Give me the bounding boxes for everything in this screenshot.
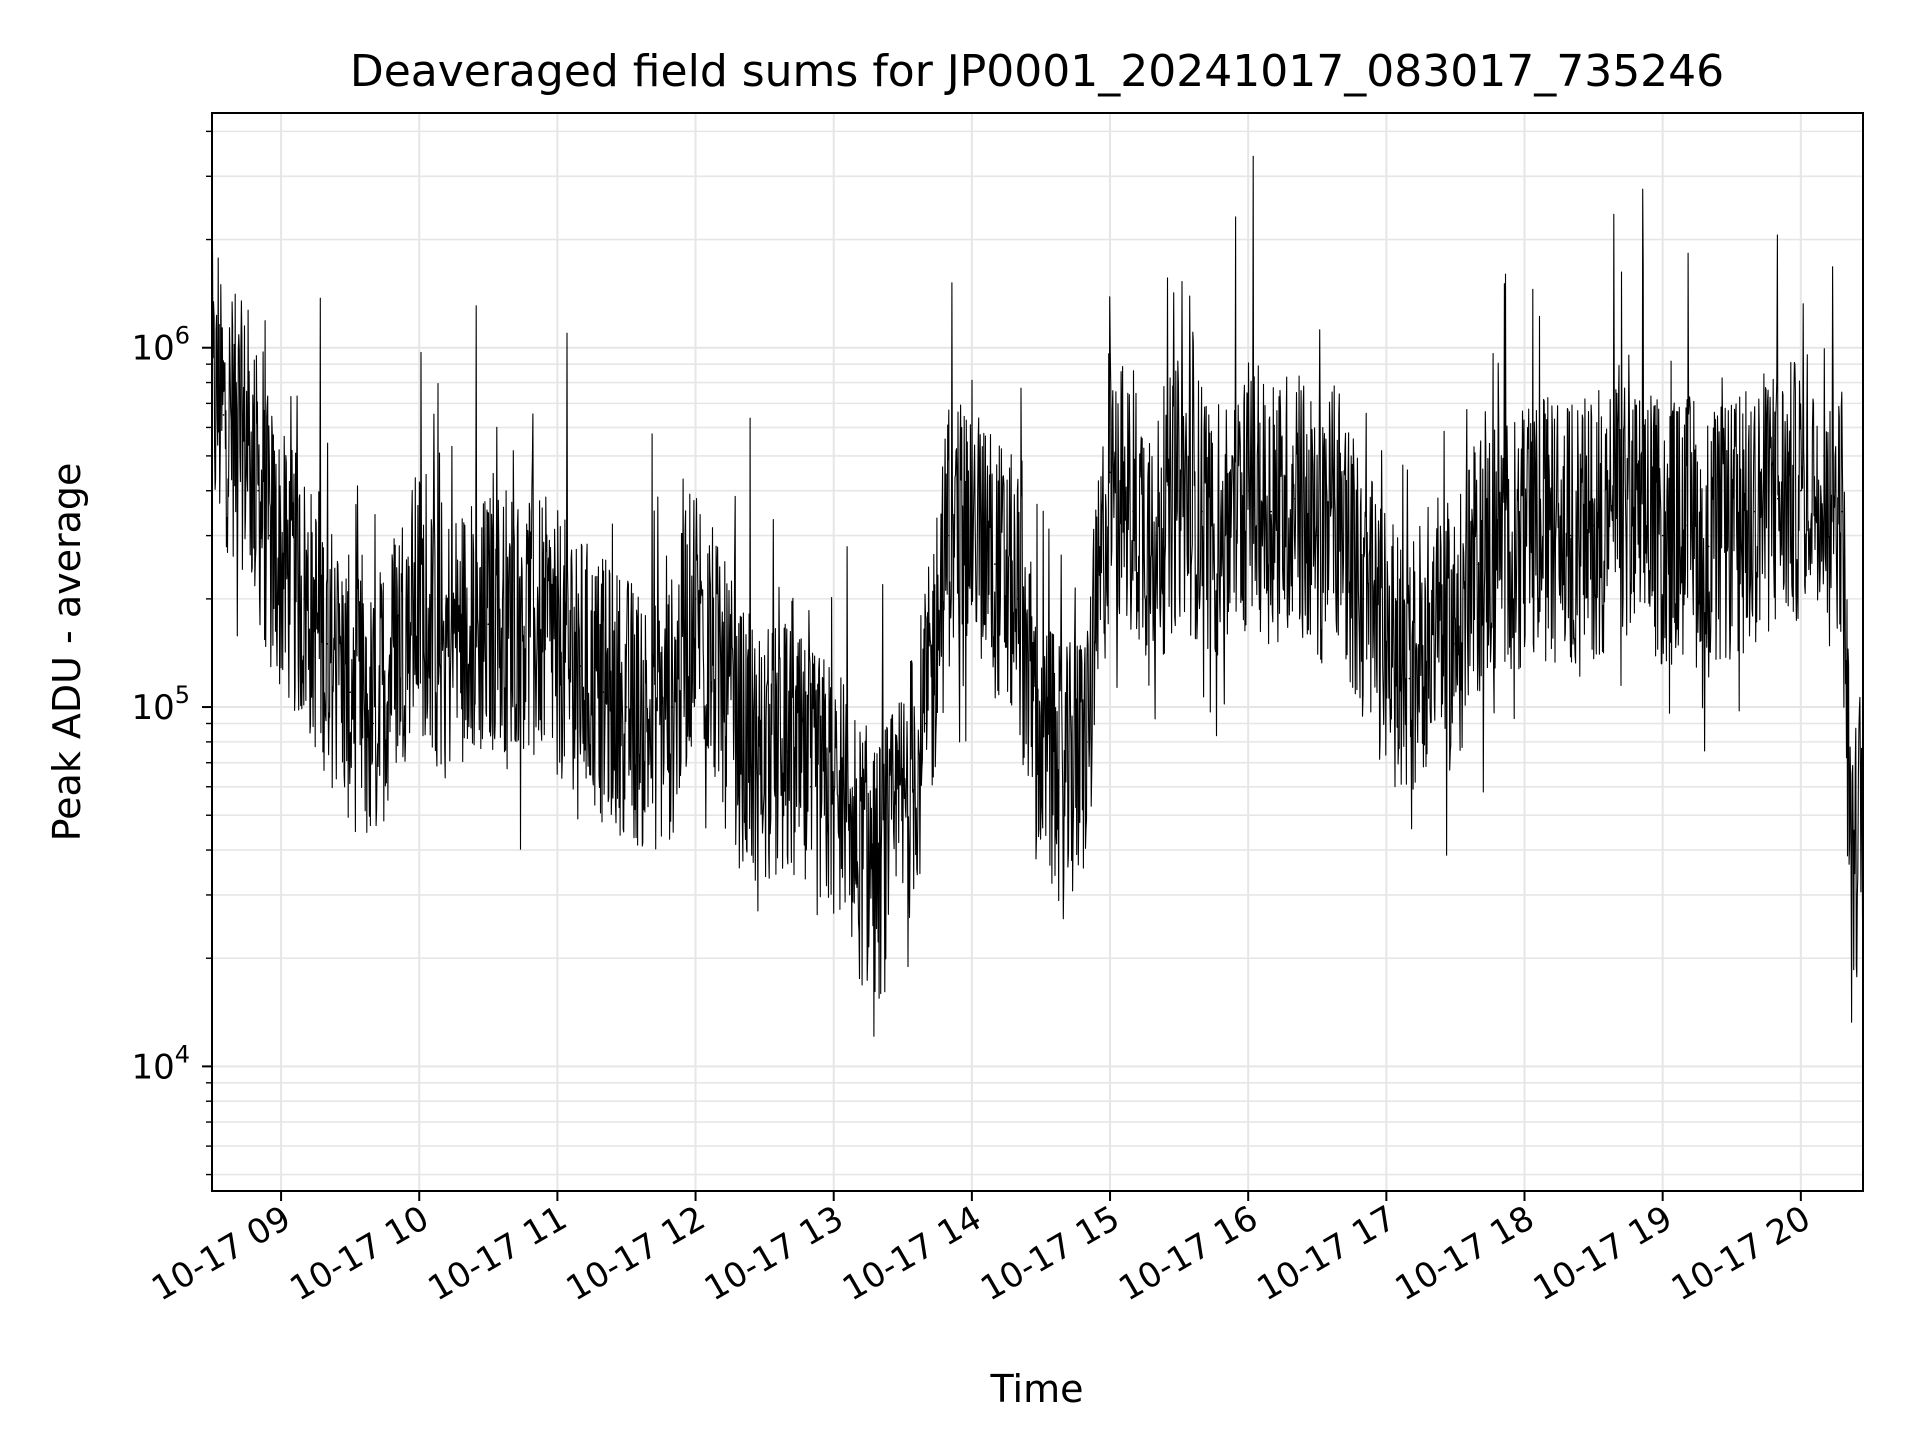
data-point xyxy=(1040,741,1042,743)
series-line xyxy=(211,155,1864,1037)
data-point xyxy=(1339,510,1342,513)
x-axis-label: Time xyxy=(990,1367,1084,1411)
data-point xyxy=(257,489,259,492)
data-point xyxy=(902,814,904,816)
data-point xyxy=(1293,497,1295,500)
data-point xyxy=(1841,510,1844,513)
data-point xyxy=(1224,534,1226,537)
data-point xyxy=(556,643,559,645)
data-point xyxy=(1132,510,1134,513)
data-point xyxy=(809,786,812,788)
data-point xyxy=(1546,524,1549,527)
data-point xyxy=(1408,677,1411,680)
data-point xyxy=(303,598,305,600)
data-point xyxy=(602,691,605,693)
chart-title: Deaveraged field sums for JP0001_2024101… xyxy=(350,46,1724,97)
data-point xyxy=(1684,524,1687,527)
data-point xyxy=(1017,598,1019,600)
data-point xyxy=(1661,534,1664,537)
data-point xyxy=(925,722,927,725)
data-point xyxy=(222,414,225,416)
data-point xyxy=(1477,563,1480,565)
data-point xyxy=(280,563,282,565)
data-point xyxy=(1569,534,1572,537)
ticks-layer xyxy=(202,130,1802,1201)
data-point xyxy=(625,706,628,708)
y-tick-label: 106 xyxy=(131,322,190,369)
data-point xyxy=(1155,534,1157,537)
data-point xyxy=(245,440,248,442)
data-point xyxy=(763,761,766,764)
data-point xyxy=(1063,786,1065,788)
y-tick-label: 104 xyxy=(131,1040,190,1087)
data-point xyxy=(1615,510,1618,513)
data-point xyxy=(994,563,996,565)
data-point xyxy=(671,706,674,708)
data-point xyxy=(1754,510,1756,513)
data-point xyxy=(268,534,271,537)
data-point xyxy=(879,870,881,872)
data-point xyxy=(1201,510,1203,513)
data-point xyxy=(349,691,352,693)
data-point xyxy=(1270,510,1272,513)
data-point xyxy=(648,722,651,725)
data-point xyxy=(694,598,697,600)
data-point xyxy=(717,677,720,680)
data-point xyxy=(510,614,513,617)
data-point xyxy=(533,618,536,621)
data-point xyxy=(786,751,789,753)
data-point xyxy=(1523,545,1526,548)
data-point xyxy=(1592,524,1595,527)
y-axis-label: Peak ADU - average xyxy=(45,463,89,842)
data-point xyxy=(1247,489,1249,492)
data-point xyxy=(855,849,858,851)
data-point xyxy=(1086,741,1088,743)
data-point xyxy=(1730,534,1733,537)
data-point xyxy=(464,632,467,635)
data-point xyxy=(1431,614,1434,617)
plot-frame xyxy=(211,112,1864,1192)
data-point xyxy=(1109,471,1111,474)
data-point xyxy=(1638,519,1641,522)
data-point xyxy=(1316,534,1319,537)
data-point xyxy=(1454,643,1457,645)
data-point xyxy=(1823,455,1825,457)
data-point xyxy=(372,722,375,725)
data-point xyxy=(1178,489,1180,492)
data-point xyxy=(1800,489,1802,492)
data-point xyxy=(1500,534,1503,537)
data-point xyxy=(1362,598,1365,600)
data-point xyxy=(1850,894,1853,896)
data-point xyxy=(1385,643,1388,645)
data-point xyxy=(1777,497,1779,500)
data-point xyxy=(1707,545,1710,548)
data-point xyxy=(487,623,490,625)
data-point xyxy=(326,643,328,645)
series-layer xyxy=(211,155,1864,1037)
data-point xyxy=(971,510,973,513)
data-point xyxy=(441,643,444,645)
data-point xyxy=(234,426,236,429)
data-point xyxy=(740,741,743,743)
data-point xyxy=(579,665,582,667)
data-point xyxy=(832,786,835,788)
data-point xyxy=(418,598,421,600)
data-point xyxy=(948,534,950,537)
data-point xyxy=(395,643,398,645)
y-tick-label: 105 xyxy=(131,681,190,728)
